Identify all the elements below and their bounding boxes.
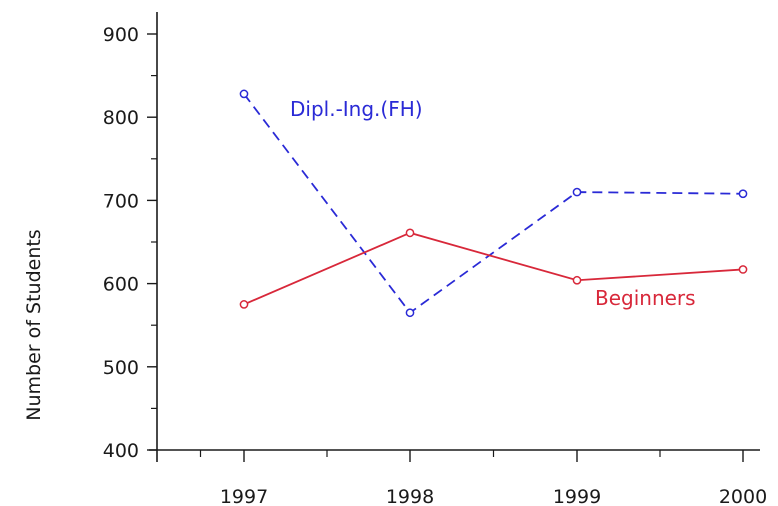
x-tick-label-2000: 2000	[719, 486, 767, 506]
series-0-point-1998	[405, 308, 415, 318]
series-0-point-1999	[572, 187, 582, 197]
x-tick-label-1997: 1997	[220, 486, 268, 506]
y-tick-label-800: 800	[103, 107, 139, 129]
series-label-dipl-ing: Dipl.-Ing.(FH)	[290, 97, 423, 121]
series-0-point-1997	[239, 89, 249, 99]
x-tick-label-1999: 1999	[553, 486, 601, 506]
chart-axes	[149, 12, 760, 462]
y-tick-label-600: 600	[103, 274, 139, 296]
series-1-point-1998	[405, 228, 415, 238]
chart-series	[239, 89, 748, 318]
y-axis-title: Number of Students	[23, 229, 45, 420]
series-line-0	[243, 93, 744, 314]
series-1-point-2000	[738, 265, 748, 274]
y-axis-ticks: 400 500 600 700 800 900	[103, 24, 157, 462]
series-0-point-2000	[738, 189, 748, 199]
y-tick-label-400: 400	[103, 440, 139, 462]
y-tick-label-900: 900	[103, 24, 139, 46]
y-tick-label-700: 700	[103, 190, 139, 212]
x-axis-ticks: 1997 1998 1999 2000	[199, 450, 767, 506]
series-1-point-1999	[572, 275, 582, 285]
series-label-beginners: Beginners	[595, 286, 696, 310]
series-line-1	[243, 231, 744, 306]
y-tick-label-500: 500	[103, 357, 139, 379]
x-tick-label-1998: 1998	[386, 486, 434, 506]
series-1-point-1997	[239, 300, 249, 309]
